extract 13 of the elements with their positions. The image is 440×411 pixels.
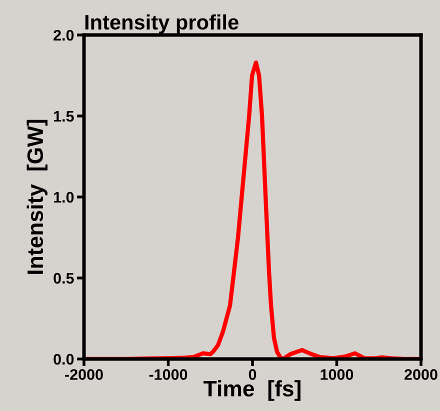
y-tick-label: 1.0 (54, 192, 74, 203)
y-tick-label: 2.0 (54, 30, 74, 41)
chart-title: Intensity profile (85, 14, 238, 34)
y-axis-title: Intensity [GW] (26, 120, 48, 274)
x-tick-label: 0 (248, 369, 256, 380)
x-tick-label: 1000 (320, 369, 354, 380)
y-tick-label: 0.5 (54, 272, 74, 284)
y-tick-label: 1.5 (54, 111, 74, 122)
x-axis-title: Time [fs] (204, 380, 300, 401)
y-tick-label: 0.0 (54, 354, 74, 365)
x-tick-label: -2000 (65, 369, 103, 380)
x-tick-label: -1000 (149, 369, 188, 380)
x-tick-label: 2000 (404, 369, 438, 380)
